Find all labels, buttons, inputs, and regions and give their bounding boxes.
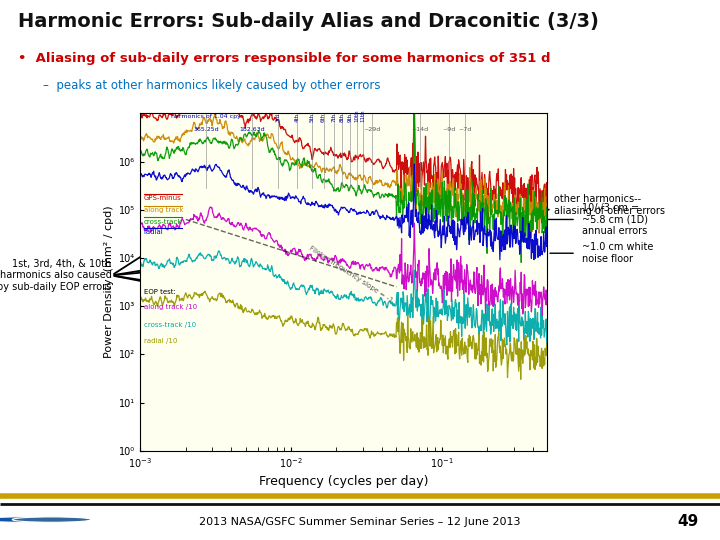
Text: cross-track: cross-track — [143, 219, 182, 225]
Text: 49: 49 — [677, 514, 698, 529]
Text: 6th: 6th — [321, 113, 326, 122]
Text: ~1.0 cm white
noise floor: ~1.0 cm white noise floor — [582, 242, 653, 264]
Text: GPS-minus: GPS-minus — [143, 195, 181, 201]
Text: 8th: 8th — [340, 113, 345, 122]
Circle shape — [0, 517, 60, 522]
Text: along track: along track — [143, 207, 183, 213]
Text: radial /10: radial /10 — [143, 338, 177, 343]
Text: 10th: 10th — [354, 110, 359, 122]
Text: 2013 NASA/GSFC Summer Seminar Series – 12 June 2013: 2013 NASA/GSFC Summer Seminar Series – 1… — [199, 517, 521, 526]
Text: ~9d: ~9d — [442, 127, 455, 132]
Text: EOP test:: EOP test: — [143, 289, 176, 295]
Text: 3rd: 3rd — [276, 113, 281, 122]
Text: 5th: 5th — [309, 113, 314, 122]
Text: 11th: 11th — [361, 110, 366, 122]
Text: radial: radial — [143, 229, 163, 235]
Text: 7th: 7th — [331, 113, 336, 122]
Text: •  Aliasing of sub-daily errors responsible for some harmonics of 351 d: • Aliasing of sub-daily errors responsib… — [18, 52, 551, 65]
Text: 10/√3 cm =
~5.8 cm (1D)
annual errors: 10/√3 cm = ~5.8 cm (1D) annual errors — [582, 203, 648, 236]
Text: other harmonics--
aliasing of other errors: other harmonics-- aliasing of other erro… — [418, 194, 665, 221]
Text: harmonics of 1.04 cpy:: harmonics of 1.04 cpy: — [171, 114, 242, 119]
Text: ~29d: ~29d — [364, 127, 381, 132]
Text: –  peaks at other harmonics likely caused by other errors: – peaks at other harmonics likely caused… — [43, 79, 381, 92]
Text: 4th: 4th — [294, 113, 300, 122]
Text: 1st, 3rd, 4th, & 10th
harmonics also caused
by sub-daily EOP errors: 1st, 3rd, 4th, & 10th harmonics also cau… — [0, 259, 112, 292]
Text: cross-track /10: cross-track /10 — [143, 322, 196, 328]
Text: Flicker frequency slope = -1: Flicker frequency slope = -1 — [308, 245, 394, 304]
Text: 9th: 9th — [348, 113, 353, 122]
Text: 365.25d: 365.25d — [194, 127, 219, 132]
X-axis label: Frequency (cycles per day): Frequency (cycles per day) — [259, 475, 428, 488]
Circle shape — [12, 517, 91, 522]
Text: 182.63d: 182.63d — [239, 127, 264, 132]
Text: ~14d: ~14d — [411, 127, 428, 132]
Text: ~7d: ~7d — [459, 127, 472, 132]
Y-axis label: Power Density  (mm² / cpd): Power Density (mm² / cpd) — [104, 206, 114, 359]
Text: Harmonic Errors: Sub-daily Alias and Draconitic (3/3): Harmonic Errors: Sub-daily Alias and Dra… — [18, 12, 599, 31]
Text: along track /10: along track /10 — [143, 304, 197, 310]
